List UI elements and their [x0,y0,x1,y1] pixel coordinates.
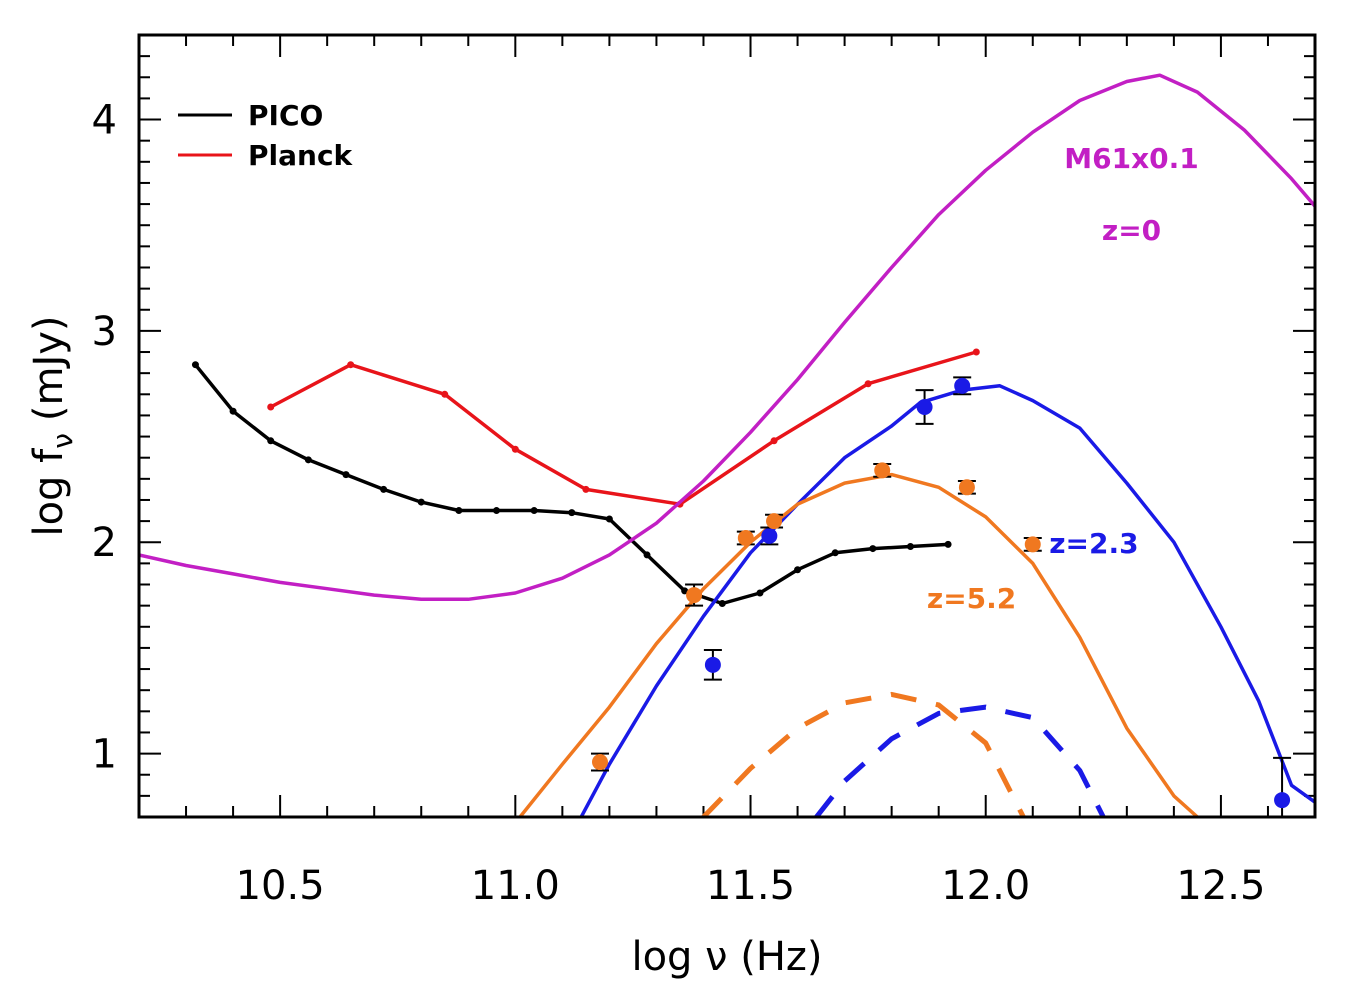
series-point-planck [864,380,872,388]
legend-label-pico: PICO [248,99,323,132]
series-point-pico [530,507,538,515]
series-point-pico [605,515,613,523]
plot-frame [137,33,1317,819]
annotations: M61x0.1 z=0 z=2.3 z=5.2 [927,142,1199,615]
data-point-z23_points [954,377,971,394]
y-tick-label: 3 [92,309,117,355]
series-point-planck [267,403,275,411]
series-point-pico [380,485,388,493]
series-point-pico [681,587,689,595]
y-tick-label: 4 [92,98,117,144]
annotation-label: z=2.3 [1049,527,1138,560]
annotation-label: z=5.2 [927,582,1016,615]
series-point-pico [794,566,802,574]
data-point-z23_points [704,656,721,673]
x-tick-label: 11.5 [706,863,795,909]
data-point-z52_points [686,587,703,604]
series-line-planck [269,350,977,506]
y-tick-label: 2 [92,520,117,566]
legend-label-planck: Planck [248,139,354,172]
series-line-z52_model [518,472,1199,817]
y-axis-title: log fν(mJy) [26,315,79,536]
x-tick-label: 12.5 [1176,863,1265,909]
legend: PICO Planck [178,99,354,172]
series-m61 [139,73,1315,602]
series-point-planck [441,390,449,398]
data-point-z52_points [874,462,891,479]
tick-labels: 10.5 11.0 11.5 12.0 12.5 1 2 3 4 [92,98,1266,909]
series-point-pico [342,471,350,479]
data-point-z52_points [766,513,783,530]
series-line-z23_dashed [814,704,1106,817]
series-point-pico [267,437,275,445]
data-point-z52_points [737,530,754,547]
x-tick-label: 10.5 [236,863,325,909]
series-point-pico [831,549,839,557]
series-point-planck [972,348,980,356]
series-point-pico [944,540,952,548]
series-z52_points [590,462,1042,772]
series-line-m61 [139,73,1315,602]
series-z23_dashed [814,704,1106,817]
annotation-label: z=0 [1102,214,1161,247]
series-point-pico [304,456,312,464]
series-pico [191,361,952,608]
series-point-pico [417,498,425,506]
series-point-pico [718,600,726,608]
data-point-z52_points [1024,536,1041,553]
series-point-pico [568,509,576,517]
annotation-label: M61x0.1 [1064,142,1199,175]
series-z23_points [703,376,1292,817]
x-tick-label: 12.0 [941,863,1030,909]
series-z52_model [518,472,1199,817]
y-tick-label: 1 [92,732,117,778]
x-tick-label: 11.0 [471,863,560,909]
series-point-pico [229,407,237,415]
series-z52_dashed [701,691,1026,817]
data-point-z23_points [1274,792,1291,809]
series-point-pico [191,361,199,369]
series-line-z52_dashed [701,691,1026,817]
series-point-pico [869,545,877,553]
series-point-pico [455,507,463,515]
series-layer [139,73,1315,817]
series-point-planck [770,437,778,445]
series-point-pico [756,589,764,597]
data-point-z23_points [761,527,778,544]
series-point-planck [511,445,519,453]
series-point-pico [906,542,914,550]
series-line-pico [194,363,949,606]
series-point-planck [347,361,355,369]
series-point-planck [582,485,590,493]
series-point-pico [643,551,651,559]
data-point-z23_points [916,398,933,415]
x-axis-title: log ν (Hz) [631,934,822,980]
series-point-pico [493,507,501,515]
data-point-z52_points [591,754,608,771]
data-point-z52_points [958,479,975,496]
